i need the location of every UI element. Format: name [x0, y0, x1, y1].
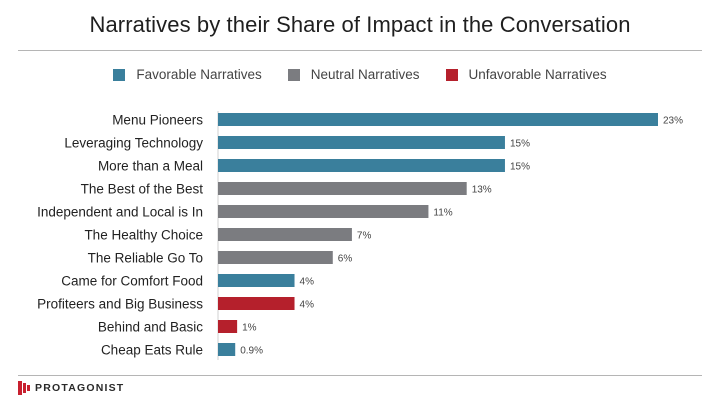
bar — [218, 228, 352, 241]
logo-wordmark: PROTAGONIST — [35, 382, 125, 394]
bar — [218, 343, 236, 356]
data-label: 13% — [472, 185, 492, 196]
category-label: Menu Pioneers — [112, 113, 203, 128]
legend-label-favorable: Favorable Narratives — [136, 67, 262, 82]
title-divider — [18, 50, 702, 51]
bar — [218, 205, 429, 218]
bar — [218, 297, 295, 310]
category-label: Independent and Local is In — [37, 205, 203, 220]
data-label: 6% — [338, 254, 353, 265]
protagonist-logo: PROTAGONIST — [18, 381, 124, 395]
bar — [218, 113, 658, 126]
legend-item-neutral: Neutral Narratives — [287, 67, 420, 82]
legend-swatch-neutral — [287, 68, 300, 81]
data-label: 11% — [433, 208, 452, 219]
logo-mark-bar — [23, 383, 26, 393]
data-label: 0.9% — [240, 346, 263, 357]
bar — [218, 274, 295, 287]
data-label: 4% — [300, 277, 315, 288]
protagonist-logo-icon — [18, 381, 30, 395]
bar — [218, 251, 333, 264]
category-label: Came for Comfort Food — [61, 274, 203, 289]
category-label: More than a Meal — [98, 159, 203, 174]
data-label: 4% — [300, 300, 315, 311]
data-label: 1% — [242, 323, 257, 334]
category-label: The Healthy Choice — [84, 228, 203, 243]
legend-label-neutral: Neutral Narratives — [310, 67, 420, 82]
legend-item-favorable: Favorable Narratives — [113, 67, 262, 82]
legend-swatch-unfavorable — [445, 68, 458, 81]
data-label: 15% — [510, 139, 530, 150]
bar — [218, 320, 238, 333]
bar — [218, 136, 505, 149]
bar — [218, 159, 505, 172]
chart-legend: Favorable Narratives Neutral Narratives … — [0, 67, 720, 82]
category-label: The Reliable Go To — [88, 251, 203, 266]
category-label: The Best of the Best — [81, 182, 204, 197]
data-label: 23% — [663, 116, 683, 127]
legend-item-unfavorable: Unfavorable Narratives — [445, 67, 607, 82]
data-label: 15% — [510, 162, 530, 173]
legend-label-unfavorable: Unfavorable Narratives — [468, 67, 607, 82]
category-label: Cheap Eats Rule — [101, 343, 203, 358]
category-label: Behind and Basic — [98, 320, 203, 335]
legend-swatch-favorable — [113, 68, 126, 81]
data-label: 7% — [357, 231, 372, 242]
category-label: Leveraging Technology — [64, 136, 203, 151]
logo-mark-bar — [27, 385, 30, 391]
logo-mark-bar — [18, 381, 22, 395]
category-label: Profiteers and Big Business — [37, 297, 203, 312]
footer-divider — [18, 375, 702, 376]
chart-title: Narratives by their Share of Impact in t… — [89, 12, 631, 37]
bar — [218, 182, 467, 195]
